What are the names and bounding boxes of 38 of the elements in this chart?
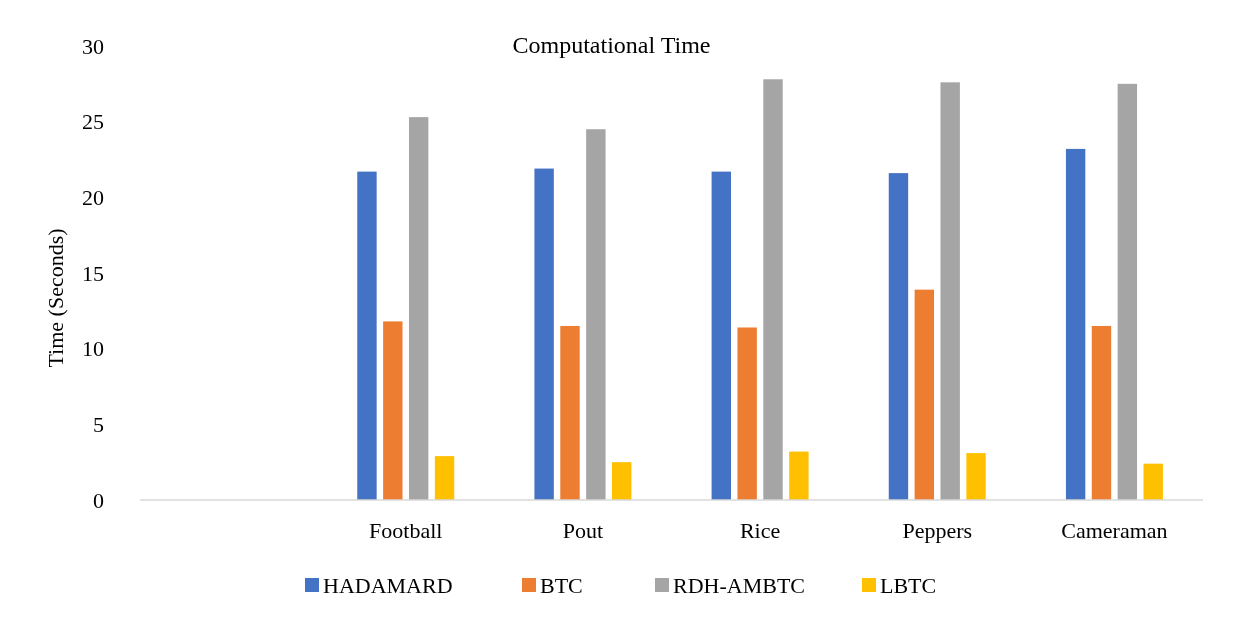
bar [1143,463,1163,500]
y-tick-label: 5 [93,412,104,438]
x-tick-label: Peppers [902,518,973,543]
bar [534,168,554,500]
bar [612,462,632,500]
bar [888,173,909,500]
bar [711,171,731,500]
bar [434,456,455,500]
bar [586,129,606,500]
bar [1065,148,1086,500]
x-tick-label: Football [369,518,443,543]
x-tick-label: Rice [739,518,781,543]
bar [408,117,429,500]
bar [1117,83,1138,500]
legend-label: RDH-AMBTC [673,572,806,598]
bar [940,82,960,500]
chart-title: Computational Time [512,32,711,58]
y-tick-label: 15 [82,260,104,286]
y-axis-title: Time (Seconds) [43,228,68,368]
legend-label: LBTC [880,572,937,598]
x-tick-label: Cameraman [1061,518,1168,543]
y-tick-label: 25 [82,109,104,135]
bar [560,325,580,500]
x-tick-label: Pout [562,518,604,543]
bar [966,453,986,500]
bar [1091,325,1112,500]
bar [737,327,757,500]
y-tick-label: 20 [82,185,104,211]
bar [357,171,377,500]
bar [789,451,809,500]
bar [914,289,935,500]
legend-label: BTC [540,572,583,598]
bar [383,321,403,500]
y-tick-label: 0 [93,487,104,513]
y-tick-label: 30 [82,33,104,59]
legend-label: HADAMARD [323,572,453,598]
bar [763,79,783,500]
y-tick-label: 10 [82,336,104,362]
